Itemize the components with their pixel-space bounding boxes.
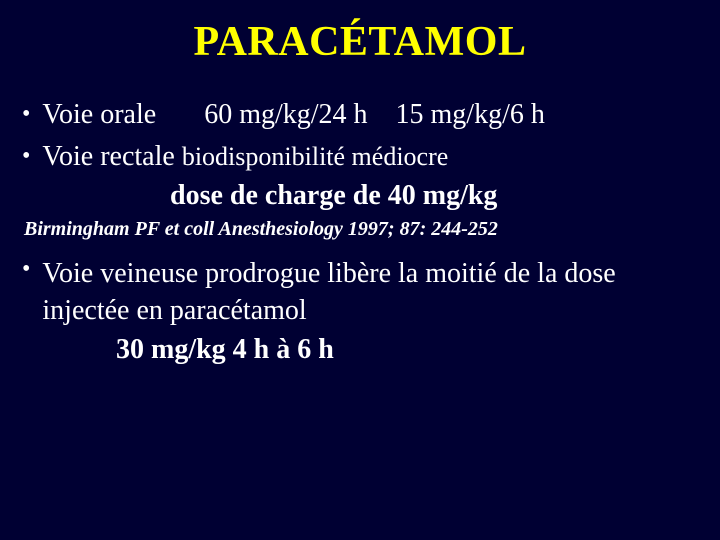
loading-dose-line: dose de charge de 40 mg/kg [170, 180, 698, 212]
bullet-marker: • [22, 98, 30, 130]
oral-dose-24h: 60 mg/kg/24 h [204, 99, 367, 130]
bullet-marker: • [22, 253, 30, 285]
bullet-1-text: Voie orale 60 mg/kg/24 h 15 mg/kg/6 h [42, 96, 544, 134]
oral-dose-6h: 15 mg/kg/6 h [396, 99, 545, 130]
bullet-3-text: Voie veineuse prodrogue libère la moitié… [42, 255, 698, 331]
rectal-bioavailability-note: biodisponibilité médiocre [182, 142, 448, 171]
citation-text: Birmingham PF et coll Anesthesiology 199… [24, 218, 698, 241]
slide-title: PARACÉTAMOL [0, 0, 720, 96]
bullet-item-3: • Voie veineuse prodrogue libère la moit… [22, 255, 698, 331]
route-rectal-label: Voie rectale [42, 141, 174, 172]
bullet-item-2: • Voie rectale biodisponibilité médiocre [22, 138, 698, 176]
bullet-2-text: Voie rectale biodisponibilité médiocre [42, 138, 448, 176]
slide-content: • Voie orale 60 mg/kg/24 h 15 mg/kg/6 h • … [0, 96, 720, 366]
route-oral-label: Voie orale [42, 99, 156, 130]
iv-dose-line: 30 mg/kg 4 h à 6 h [116, 334, 698, 366]
bullet-marker: • [22, 140, 30, 172]
bullet-item-1: • Voie orale 60 mg/kg/24 h 15 mg/kg/6 h [22, 96, 698, 134]
